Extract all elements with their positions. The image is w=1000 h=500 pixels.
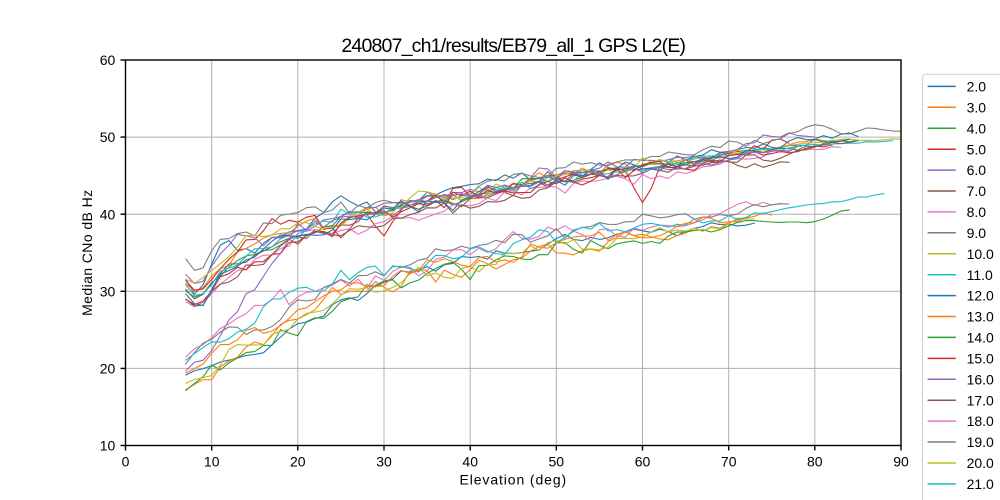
svg-text:13.0: 13.0 <box>967 309 994 325</box>
svg-text:90: 90 <box>893 453 909 469</box>
svg-text:30: 30 <box>376 453 392 469</box>
svg-text:50: 50 <box>549 453 565 469</box>
svg-text:16.0: 16.0 <box>967 371 994 387</box>
svg-text:12.0: 12.0 <box>967 288 994 304</box>
svg-text:14.0: 14.0 <box>967 330 994 346</box>
svg-text:9.0: 9.0 <box>967 225 987 241</box>
svg-text:7.0: 7.0 <box>967 183 987 199</box>
svg-text:15.0: 15.0 <box>967 351 994 367</box>
svg-text:80: 80 <box>807 453 823 469</box>
svg-text:19.0: 19.0 <box>967 434 994 450</box>
svg-text:18.0: 18.0 <box>967 413 994 429</box>
svg-text:240807_ch1/results/EB79_all_1: 240807_ch1/results/EB79_all_1 GPS L2(E) <box>341 35 685 57</box>
svg-text:30: 30 <box>100 283 116 299</box>
svg-text:60: 60 <box>100 52 116 68</box>
svg-text:Elevation (deg): Elevation (deg) <box>460 472 568 488</box>
svg-text:2.0: 2.0 <box>967 79 987 95</box>
svg-text:70: 70 <box>721 453 737 469</box>
svg-text:6.0: 6.0 <box>967 162 987 178</box>
svg-text:5.0: 5.0 <box>967 141 987 157</box>
svg-text:22.0: 22.0 <box>967 497 994 500</box>
svg-text:20: 20 <box>290 453 306 469</box>
svg-text:4.0: 4.0 <box>967 120 987 136</box>
svg-text:10: 10 <box>204 453 220 469</box>
svg-text:40: 40 <box>100 206 116 222</box>
svg-text:20: 20 <box>100 361 116 377</box>
svg-text:8.0: 8.0 <box>967 204 987 220</box>
svg-text:17.0: 17.0 <box>967 392 994 408</box>
svg-text:21.0: 21.0 <box>967 476 994 492</box>
svg-text:3.0: 3.0 <box>967 99 987 115</box>
svg-text:11.0: 11.0 <box>967 267 993 283</box>
svg-text:50: 50 <box>100 129 116 145</box>
svg-text:10.0: 10.0 <box>967 246 994 262</box>
svg-text:10: 10 <box>100 438 116 454</box>
svg-text:60: 60 <box>635 453 651 469</box>
svg-text:0: 0 <box>122 453 130 469</box>
svg-text:20.0: 20.0 <box>967 455 994 471</box>
svg-text:40: 40 <box>462 453 478 469</box>
svg-text:Median CNo dB Hz: Median CNo dB Hz <box>79 190 95 316</box>
